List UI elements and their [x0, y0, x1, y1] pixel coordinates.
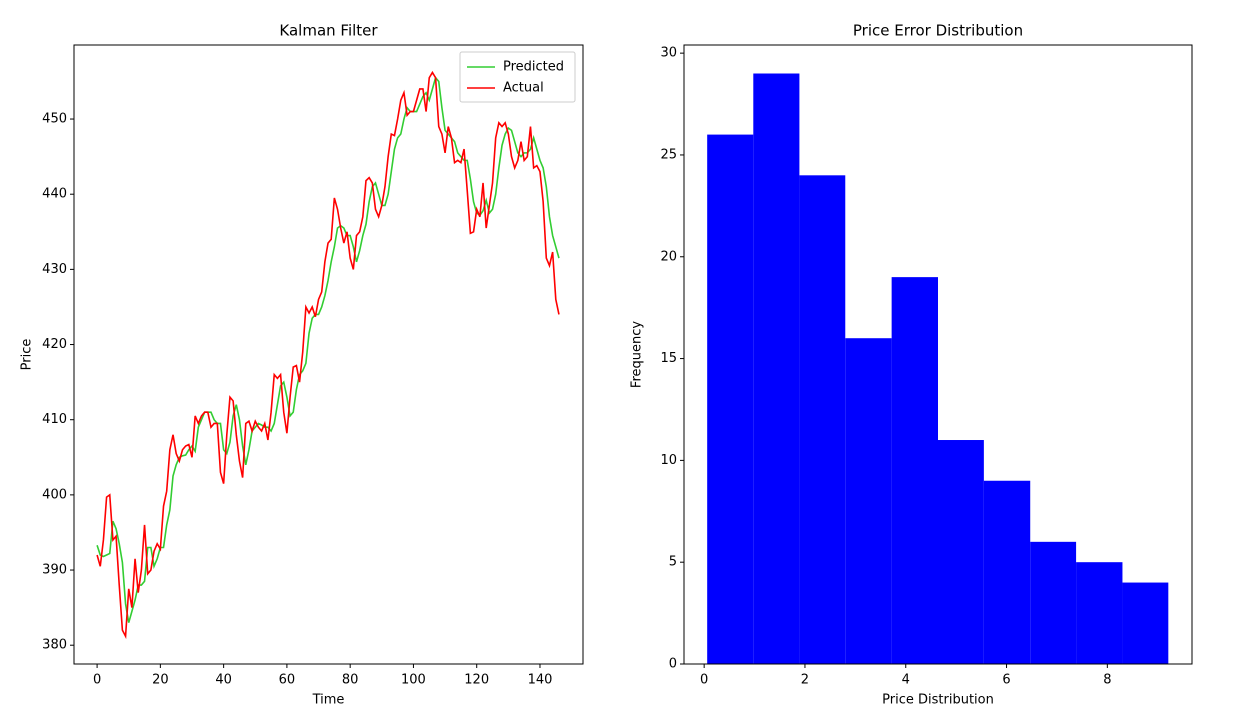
x-tick-label: 20	[152, 673, 169, 688]
legend-box	[459, 51, 576, 103]
histogram-bar	[845, 338, 892, 664]
y-tick-label: 15	[660, 351, 677, 366]
y-tick-label: 400	[42, 487, 67, 502]
y-tick-label: 20	[660, 249, 677, 264]
histogram-bar	[799, 175, 846, 664]
line-series	[96, 76, 560, 623]
y-tick-label: 25	[660, 147, 677, 162]
y-tick-label: 410	[42, 412, 67, 427]
y-tick-label: 440	[42, 187, 67, 202]
x-tick-label: 2	[801, 673, 809, 688]
y-tick-label: 380	[42, 638, 67, 653]
x-tick-label: 60	[279, 673, 296, 688]
x-tick-label: 0	[700, 673, 708, 688]
x-axis-label: Time	[312, 693, 345, 708]
x-tick-label: 4	[902, 673, 910, 688]
histogram-bar	[707, 134, 754, 664]
x-axis-label: Price Distribution	[882, 693, 994, 708]
y-tick-label: 10	[660, 453, 677, 468]
axes-frame	[73, 44, 584, 665]
histogram-bar	[938, 440, 984, 664]
y-axis-label: Frequency	[630, 321, 645, 388]
chart-title: Price Error Distribution	[853, 22, 1023, 40]
chart-title: Kalman Filter	[279, 22, 378, 40]
histogram-bar	[1122, 582, 1169, 664]
x-tick-label: 80	[342, 673, 359, 688]
y-tick-label: 5	[669, 555, 677, 570]
histogram-bar	[1030, 541, 1077, 664]
x-tick-label: 0	[93, 673, 101, 688]
y-tick-label: 390	[42, 563, 67, 578]
y-tick-label: 0	[669, 657, 677, 672]
x-tick-label: 8	[1103, 673, 1111, 688]
x-tick-label: 6	[1002, 673, 1010, 688]
histogram-bar	[891, 277, 938, 664]
y-tick-label: 420	[42, 337, 67, 352]
x-tick-label: 40	[215, 673, 232, 688]
histogram-bar	[753, 73, 800, 664]
legend-label: Actual	[503, 81, 544, 96]
x-tick-label: 140	[528, 673, 553, 688]
histogram-bar	[983, 480, 1031, 664]
histogram-bar	[1076, 562, 1123, 664]
x-tick-label: 100	[401, 673, 426, 688]
x-tick-label: 120	[464, 673, 489, 688]
y-tick-label: 450	[42, 112, 67, 127]
legend-label: Predicted	[503, 60, 564, 75]
y-tick-label: 30	[660, 46, 677, 61]
axes-frame	[683, 44, 1193, 665]
y-axis-label: Price	[20, 339, 35, 371]
line-series	[96, 70, 560, 640]
y-tick-label: 430	[42, 262, 67, 277]
